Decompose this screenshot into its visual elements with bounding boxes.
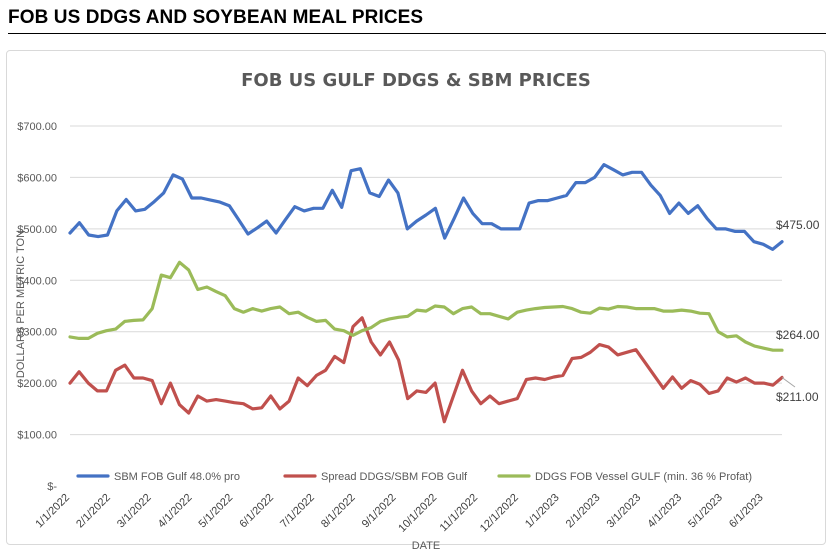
series-lines xyxy=(68,163,784,424)
y-axis-title: DOLLARS PER METRIC TON xyxy=(15,230,27,378)
x-axis-title: DATE xyxy=(412,540,441,552)
end-label-spread: $211.00 xyxy=(776,390,819,404)
y-tick-label: $- xyxy=(47,481,57,493)
series-line-spread xyxy=(68,316,784,424)
x-tick-label: 3/1/2022 xyxy=(115,492,154,531)
y-tick-label: $500.00 xyxy=(17,224,57,236)
x-tick-label: 11/1/2022 xyxy=(438,492,481,535)
legend-label-sbm: SBM FOB Gulf 48.0% pro xyxy=(114,471,240,483)
x-tick-label: 7/1/2022 xyxy=(278,492,317,531)
x-tick-label: 9/1/2022 xyxy=(360,492,399,531)
x-tick-label: 5/1/2022 xyxy=(197,492,236,531)
x-tick-label: 4/1/2022 xyxy=(156,492,195,531)
x-tick-label: 2/1/2023 xyxy=(564,492,603,531)
chart-frame xyxy=(6,50,826,545)
y-tick-label: $600.00 xyxy=(17,172,57,184)
x-tick-label: 4/1/2023 xyxy=(645,492,684,531)
heading-divider xyxy=(8,33,826,34)
y-tick-label: $200.00 xyxy=(17,378,57,390)
x-tick-label: 12/1/2022 xyxy=(478,492,521,535)
legend-label-ddgs: DDGS FOB Vessel GULF (min. 36 % Profat) xyxy=(535,471,752,483)
end-label-sbm: $475.00 xyxy=(776,218,820,232)
y-tick-label: $400.00 xyxy=(17,275,57,287)
y-tick-label: $300.00 xyxy=(17,327,57,339)
series-line-ddgs xyxy=(68,260,784,352)
x-tick-label: 6/1/2022 xyxy=(237,492,276,531)
y-tick-label: $700.00 xyxy=(17,121,57,133)
legend: SBM FOB Gulf 48.0% pro Spread DDGS/SBM FO… xyxy=(76,471,752,483)
end-label-leader xyxy=(781,377,796,388)
x-tick-label: 5/1/2023 xyxy=(686,492,725,531)
y-tick-label: $100.00 xyxy=(17,430,57,442)
end-labels: $475.00 $211.00 $264.00 xyxy=(776,218,820,404)
x-tick-label: 1/1/2022 xyxy=(33,492,72,531)
legend-label-spread: Spread DDGS/SBM FOB Gulf xyxy=(321,471,468,483)
series-line-sbm xyxy=(68,163,784,251)
x-tick-label: 10/1/2022 xyxy=(396,492,439,535)
x-axis-ticks: 1/1/2022 2/1/2022 3/1/2022 4/1/2022 5/1/2022… xyxy=(33,492,765,535)
end-label-ddgs: $264.00 xyxy=(776,328,820,342)
x-tick-label: 8/1/2022 xyxy=(319,492,358,531)
x-tick-label: 1/1/2023 xyxy=(523,492,562,531)
x-tick-label: 6/1/2023 xyxy=(727,492,766,531)
page-heading: FOB US DDGS AND SOYBEAN MEAL PRICES xyxy=(8,7,424,28)
chart-title: FOB US GULF DDGS & SBM PRICES xyxy=(241,70,591,91)
x-tick-label: 2/1/2022 xyxy=(74,492,113,531)
y-axis-ticks: $- $100.00 $200.00 $300.00 $400.00 $500.00 $60… xyxy=(17,121,57,493)
x-tick-label: 3/1/2023 xyxy=(605,492,644,531)
gridlines xyxy=(70,125,782,436)
